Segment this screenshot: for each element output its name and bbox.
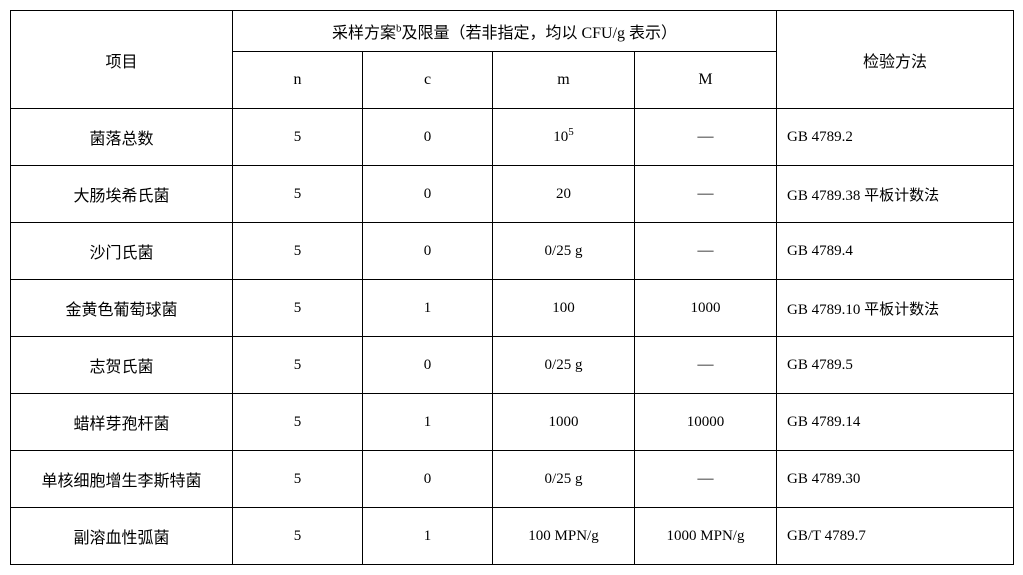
cell-M-cap: 1000 MPN/g: [635, 508, 777, 565]
header-method: 检验方法: [777, 11, 1014, 109]
cell-method: GB 4789.4: [777, 223, 1014, 280]
cell-item: 沙门氏菌: [11, 223, 233, 280]
sampling-post: 及限量（若非指定，均以 CFU/g 表示）: [401, 25, 677, 42]
cell-c: 0: [363, 223, 493, 280]
cell-method: GB/T 4789.7: [777, 508, 1014, 565]
table-body: 菌落总数50105—GB 4789.2大肠埃希氏菌5020—GB 4789.38…: [11, 109, 1014, 565]
table-row: 志贺氏菌500/25 g—GB 4789.5: [11, 337, 1014, 394]
cell-n: 5: [233, 280, 363, 337]
cell-c: 0: [363, 337, 493, 394]
cell-c: 0: [363, 109, 493, 166]
sampling-pre: 采样方案: [332, 25, 396, 42]
table-row: 蜡样芽孢杆菌51100010000GB 4789.14: [11, 394, 1014, 451]
cell-M-cap: —: [635, 223, 777, 280]
cell-method: GB 4789.10 平板计数法: [777, 280, 1014, 337]
header-m: m: [493, 52, 635, 109]
table-row: 菌落总数50105—GB 4789.2: [11, 109, 1014, 166]
cell-m: 0/25 g: [493, 223, 635, 280]
cell-M-cap: 1000: [635, 280, 777, 337]
cell-n: 5: [233, 109, 363, 166]
cell-method: GB 4789.30: [777, 451, 1014, 508]
header-item: 项目: [11, 11, 233, 109]
cell-method: GB 4789.5: [777, 337, 1014, 394]
cell-method: GB 4789.14: [777, 394, 1014, 451]
cell-c: 1: [363, 394, 493, 451]
cell-n: 5: [233, 451, 363, 508]
cell-c: 1: [363, 508, 493, 565]
table-row: 副溶血性弧菌51100 MPN/g1000 MPN/gGB/T 4789.7: [11, 508, 1014, 565]
cell-n: 5: [233, 223, 363, 280]
cell-item: 志贺氏菌: [11, 337, 233, 394]
cell-M-cap: —: [635, 451, 777, 508]
cell-M-cap: —: [635, 109, 777, 166]
cell-c: 1: [363, 280, 493, 337]
cell-item: 单核细胞增生李斯特菌: [11, 451, 233, 508]
cell-m: 0/25 g: [493, 451, 635, 508]
cell-m: 100: [493, 280, 635, 337]
cell-c: 0: [363, 451, 493, 508]
cell-item: 菌落总数: [11, 109, 233, 166]
cell-m: 0/25 g: [493, 337, 635, 394]
header-n: n: [233, 52, 363, 109]
cell-item: 副溶血性弧菌: [11, 508, 233, 565]
cell-c: 0: [363, 166, 493, 223]
cell-n: 5: [233, 394, 363, 451]
cell-method: GB 4789.38 平板计数法: [777, 166, 1014, 223]
table-row: 单核细胞增生李斯特菌500/25 g—GB 4789.30: [11, 451, 1014, 508]
cell-m: 1000: [493, 394, 635, 451]
cell-item: 大肠埃希氏菌: [11, 166, 233, 223]
cell-M-cap: —: [635, 166, 777, 223]
microbio-limits-table: 项目 采样方案b及限量（若非指定，均以 CFU/g 表示） 检验方法 n c m…: [10, 10, 1014, 565]
cell-n: 5: [233, 337, 363, 394]
header-row-1: 项目 采样方案b及限量（若非指定，均以 CFU/g 表示） 检验方法: [11, 11, 1014, 52]
cell-n: 5: [233, 508, 363, 565]
cell-item: 金黄色葡萄球菌: [11, 280, 233, 337]
table-row: 金黄色葡萄球菌511001000GB 4789.10 平板计数法: [11, 280, 1014, 337]
table-row: 沙门氏菌500/25 g—GB 4789.4: [11, 223, 1014, 280]
cell-m: 100 MPN/g: [493, 508, 635, 565]
header-sampling: 采样方案b及限量（若非指定，均以 CFU/g 表示）: [233, 11, 777, 52]
cell-n: 5: [233, 166, 363, 223]
cell-M-cap: —: [635, 337, 777, 394]
cell-method: GB 4789.2: [777, 109, 1014, 166]
cell-item: 蜡样芽孢杆菌: [11, 394, 233, 451]
cell-m: 105: [493, 109, 635, 166]
header-M-cap: M: [635, 52, 777, 109]
table-row: 大肠埃希氏菌5020—GB 4789.38 平板计数法: [11, 166, 1014, 223]
cell-M-cap: 10000: [635, 394, 777, 451]
cell-m: 20: [493, 166, 635, 223]
header-c: c: [363, 52, 493, 109]
